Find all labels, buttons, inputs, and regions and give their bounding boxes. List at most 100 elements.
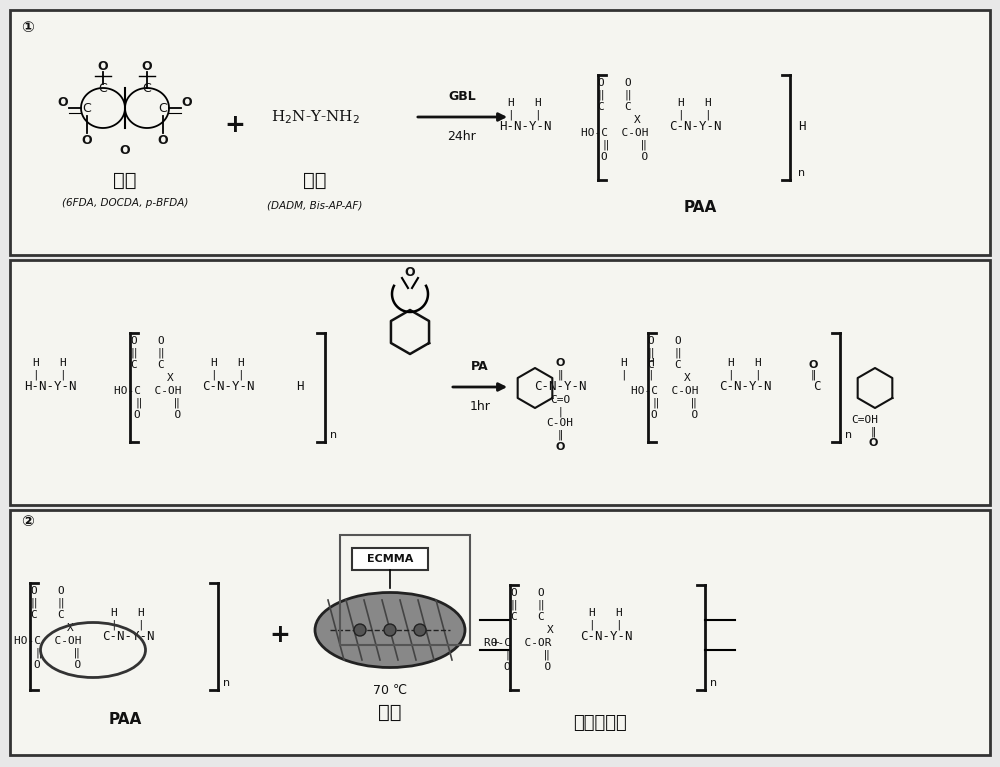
Text: 1hr: 1hr: [470, 400, 490, 413]
Text: GBL: GBL: [448, 91, 476, 104]
Text: O: O: [182, 97, 192, 110]
Text: |   |: | |: [33, 370, 67, 380]
Text: O: O: [82, 134, 92, 147]
Text: HO-C  C-OH: HO-C C-OH: [581, 128, 649, 138]
Text: C-N-Y-N: C-N-Y-N: [719, 380, 771, 393]
Bar: [10, 10, 990, 255]
Text: |   |: | |: [678, 110, 712, 120]
Text: ‖     ‖: ‖ ‖: [506, 650, 550, 660]
Text: H: H: [296, 380, 304, 393]
Text: HO-C  C-OH: HO-C C-OH: [14, 636, 82, 646]
Text: ‖   ‖: ‖ ‖: [511, 600, 545, 611]
Text: O     O: O O: [601, 152, 649, 162]
Text: H   H: H H: [728, 358, 762, 368]
Text: ‖: ‖: [557, 430, 563, 440]
Text: ECMMA: ECMMA: [367, 554, 413, 564]
Text: +: +: [225, 113, 245, 137]
Text: H   H: H H: [678, 98, 712, 108]
Text: C-OH: C-OH: [546, 418, 574, 428]
Text: X: X: [684, 373, 690, 383]
Text: O: O: [58, 97, 68, 110]
Text: PA: PA: [471, 360, 489, 374]
Text: ‖   ‖: ‖ ‖: [648, 347, 682, 358]
Text: O: O: [142, 60, 152, 73]
Text: 最终前驱体: 最终前驱体: [573, 714, 627, 732]
Text: ‖: ‖: [810, 370, 816, 380]
Text: O: O: [868, 438, 878, 448]
Bar: [352, 548, 428, 570]
Text: C   C: C C: [31, 610, 65, 620]
Text: O     O: O O: [34, 660, 82, 670]
Text: C   C: C C: [598, 102, 632, 112]
Text: |   |: | |: [589, 620, 623, 630]
Text: H   H: H H: [508, 98, 542, 108]
Text: O     O: O O: [504, 662, 552, 672]
Text: O: O: [555, 442, 565, 452]
Circle shape: [354, 624, 366, 636]
Text: |   |: | |: [111, 620, 145, 630]
Text: C: C: [143, 81, 151, 94]
Text: C-N-Y-N: C-N-Y-N: [534, 380, 586, 393]
Text: C=O: C=O: [550, 395, 570, 405]
Text: X: X: [67, 623, 73, 633]
Text: 70 ℃: 70 ℃: [373, 683, 407, 696]
Text: X: X: [547, 625, 553, 635]
Text: C-N-Y-N: C-N-Y-N: [102, 630, 154, 644]
Text: C   C: C C: [131, 360, 165, 370]
Text: RO-C  C-OR: RO-C C-OR: [484, 638, 552, 648]
Circle shape: [414, 624, 426, 636]
Text: C: C: [813, 380, 820, 393]
Text: C: C: [99, 81, 107, 94]
Text: H   H: H H: [33, 358, 67, 368]
Text: |   |: | |: [728, 370, 762, 380]
Text: ‖   ‖: ‖ ‖: [598, 90, 632, 100]
Bar: [10, 510, 990, 755]
Text: H$_2$N-Y-NH$_2$: H$_2$N-Y-NH$_2$: [271, 108, 359, 126]
Text: 二酸: 二酸: [113, 170, 137, 189]
Text: ‖     ‖: ‖ ‖: [653, 398, 697, 408]
Text: C-N-Y-N: C-N-Y-N: [580, 630, 632, 644]
Bar: [10, 260, 990, 505]
Text: ‖: ‖: [870, 426, 876, 437]
Text: O   O: O O: [511, 588, 545, 598]
Text: 24hr: 24hr: [448, 130, 476, 143]
Text: C=OH: C=OH: [852, 415, 879, 425]
Ellipse shape: [315, 592, 465, 667]
Text: 保护: 保护: [378, 703, 402, 722]
Text: C-N-Y-N: C-N-Y-N: [669, 120, 721, 133]
Text: n: n: [330, 430, 337, 440]
Text: ‖     ‖: ‖ ‖: [136, 398, 180, 408]
Text: ‖   ‖: ‖ ‖: [31, 597, 65, 608]
Text: ②: ②: [22, 515, 34, 529]
Text: n: n: [223, 678, 230, 688]
Text: |   |: | |: [211, 370, 245, 380]
Text: O: O: [555, 358, 565, 368]
Text: ①: ①: [22, 21, 34, 35]
Text: O: O: [158, 134, 168, 147]
Text: HO-C  C-OH: HO-C C-OH: [114, 386, 182, 396]
Text: PAA: PAA: [108, 713, 142, 728]
Text: O   O: O O: [598, 78, 632, 88]
Text: O: O: [405, 265, 415, 278]
Text: H-N-Y-N: H-N-Y-N: [499, 120, 551, 133]
Text: n: n: [845, 430, 852, 440]
Text: C   C: C C: [511, 612, 545, 622]
Text: ‖: ‖: [557, 370, 563, 380]
Text: ‖   ‖: ‖ ‖: [131, 347, 165, 358]
Text: O: O: [98, 60, 108, 73]
Text: +: +: [270, 623, 290, 647]
Text: 二胺: 二胺: [303, 170, 327, 189]
Text: X: X: [634, 115, 640, 125]
Text: (6FDA, DOCDA, p-BFDA): (6FDA, DOCDA, p-BFDA): [62, 198, 188, 208]
Text: |   |: | |: [621, 370, 655, 380]
Text: n: n: [710, 678, 717, 688]
Text: n: n: [798, 168, 805, 178]
Text: |   |: | |: [508, 110, 542, 120]
Text: H   H: H H: [589, 608, 623, 618]
Text: |: |: [558, 407, 562, 417]
Text: H   H: H H: [211, 358, 245, 368]
Text: O   O: O O: [31, 586, 65, 596]
Text: (DADM, Bis-AP-AF): (DADM, Bis-AP-AF): [267, 200, 363, 210]
Text: O: O: [808, 360, 818, 370]
Text: O: O: [120, 143, 130, 156]
